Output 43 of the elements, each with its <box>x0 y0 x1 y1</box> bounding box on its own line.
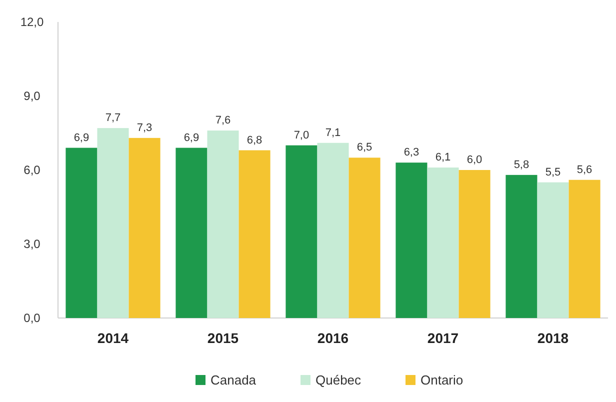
data-label: 5,6 <box>576 164 592 176</box>
bar <box>176 148 208 318</box>
y-tick-label: 9,0 <box>24 89 41 104</box>
legend-label: Ontario <box>420 372 464 388</box>
data-label: 6,5 <box>356 142 372 154</box>
bar <box>97 128 129 318</box>
data-label: 5,8 <box>514 158 530 171</box>
bar <box>458 170 490 318</box>
data-label: 6,8 <box>246 134 262 146</box>
bar <box>317 142 349 318</box>
data-label: 7,6 <box>215 114 231 127</box>
data-label: 6,1 <box>435 152 451 164</box>
data-label: 6,0 <box>466 154 482 166</box>
bar <box>207 130 239 318</box>
y-tick-label: 12,0 <box>20 15 44 30</box>
bar <box>506 174 538 318</box>
y-tick-label: 0,0 <box>24 311 41 326</box>
bar <box>537 182 569 318</box>
data-label: 5,5 <box>545 166 561 178</box>
bar <box>286 145 318 318</box>
data-label: 7,3 <box>136 122 152 134</box>
x-tick-label: 2018 <box>537 330 569 346</box>
bar <box>427 168 459 318</box>
bar <box>238 150 270 318</box>
legend-label: Québec <box>316 372 362 388</box>
x-tick-label: 2016 <box>317 330 349 346</box>
bar <box>396 162 428 318</box>
data-label: 6,9 <box>74 132 90 144</box>
y-tick-label: 6,0 <box>24 163 41 178</box>
y-tick-label: 3,0 <box>24 237 41 252</box>
data-label: 7,0 <box>294 129 310 142</box>
x-tick-label: 2017 <box>427 330 459 346</box>
data-label: 7,1 <box>325 126 341 139</box>
x-tick-label: 2015 <box>207 330 239 346</box>
x-tick-label: 2014 <box>97 330 129 346</box>
bar <box>568 180 600 318</box>
data-label: 7,7 <box>105 112 121 124</box>
data-label: 6,3 <box>404 146 420 159</box>
legend-label: Canada <box>210 372 257 388</box>
data-label: 6,9 <box>184 132 200 144</box>
bar <box>348 158 380 318</box>
bar <box>66 148 98 318</box>
bar <box>128 138 160 318</box>
